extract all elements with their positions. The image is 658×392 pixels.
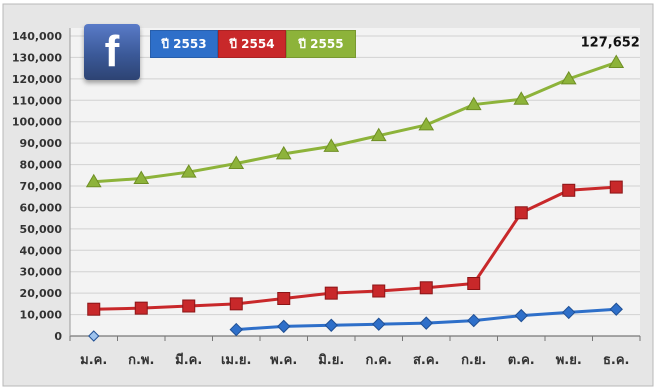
y-tick-label: 10,000	[20, 309, 63, 322]
data-point-2	[513, 91, 530, 105]
x-tick-label: พ.ย.	[556, 353, 582, 368]
data-point-2	[275, 145, 292, 160]
x-tick-label: เม.ย.	[221, 353, 252, 368]
data-point-2	[228, 155, 245, 169]
x-tick-label: ก.ค.	[366, 353, 392, 368]
data-point-0	[514, 308, 528, 323]
series-line-1	[93, 185, 617, 311]
data-label-annotation: 127,652	[581, 35, 640, 50]
y-tick-label: 80,000	[20, 159, 63, 172]
data-point-1	[324, 286, 338, 300]
x-tick-label: ก.ย.	[461, 353, 486, 368]
data-point-1	[562, 183, 576, 197]
data-point-1	[609, 180, 623, 194]
data-point-1	[229, 297, 243, 311]
data-point-2	[465, 96, 482, 111]
facebook-logo-icon: f	[84, 24, 140, 80]
data-point-2	[608, 54, 625, 68]
data-point-0	[277, 319, 291, 334]
series-line-2	[93, 61, 617, 184]
data-point-0	[609, 302, 623, 316]
y-tick-label: 40,000	[20, 244, 63, 257]
x-tick-label: ส.ค.	[413, 353, 440, 368]
data-point-1	[277, 292, 291, 305]
data-point-2	[133, 170, 150, 184]
y-tick-label: 60,000	[20, 201, 63, 214]
data-point-1	[372, 284, 386, 298]
y-tick-label: 50,000	[20, 223, 63, 236]
x-tick-label: ก.พ.	[128, 353, 154, 368]
data-point-0	[467, 313, 481, 328]
x-tick-label: พ.ค.	[270, 353, 297, 368]
y-tick-label: 100,000	[12, 116, 62, 129]
data-point-1	[182, 299, 196, 313]
data-point-1	[134, 301, 148, 315]
data-point-2	[323, 138, 340, 152]
x-tick-label: ธ.ค.	[603, 353, 630, 368]
data-point-2	[418, 116, 435, 131]
y-tick-label: 130,000	[12, 51, 62, 64]
data-point-1	[467, 277, 481, 290]
y-tick-label: 0	[54, 330, 62, 343]
x-tick-label: ม.ค.	[80, 353, 107, 368]
x-tick-label: มิ.ย.	[318, 353, 344, 368]
data-point-2	[560, 70, 577, 85]
legend-item-2554: ปี 2554	[218, 30, 286, 58]
y-tick-label: 140,000	[12, 30, 62, 43]
data-point-2	[370, 127, 387, 142]
data-point-0	[88, 330, 100, 342]
data-point-2	[85, 173, 102, 188]
x-tick-label: มี.ค.	[175, 352, 202, 368]
data-point-0	[419, 316, 433, 330]
data-point-0	[324, 318, 338, 332]
data-point-0	[562, 305, 576, 320]
x-tick-label: ต.ค.	[508, 353, 535, 368]
data-point-0	[229, 322, 243, 337]
y-tick-label: 20,000	[20, 287, 63, 300]
y-tick-label: 30,000	[20, 266, 63, 279]
data-point-1	[514, 206, 528, 220]
legend-item-2555: ปี 2555	[286, 30, 356, 58]
data-point-0	[372, 317, 386, 331]
y-tick-label: 70,000	[20, 180, 63, 193]
facebook-logo-letter: f	[104, 27, 120, 76]
data-point-1	[419, 281, 433, 295]
data-point-1	[87, 302, 101, 316]
plot-area	[70, 28, 640, 336]
legend-item-2553: ปี 2553	[150, 30, 218, 58]
y-tick-label: 120,000	[12, 73, 62, 86]
y-tick-label: 90,000	[20, 137, 63, 150]
data-point-2	[180, 164, 197, 178]
y-tick-label: 110,000	[12, 94, 62, 107]
